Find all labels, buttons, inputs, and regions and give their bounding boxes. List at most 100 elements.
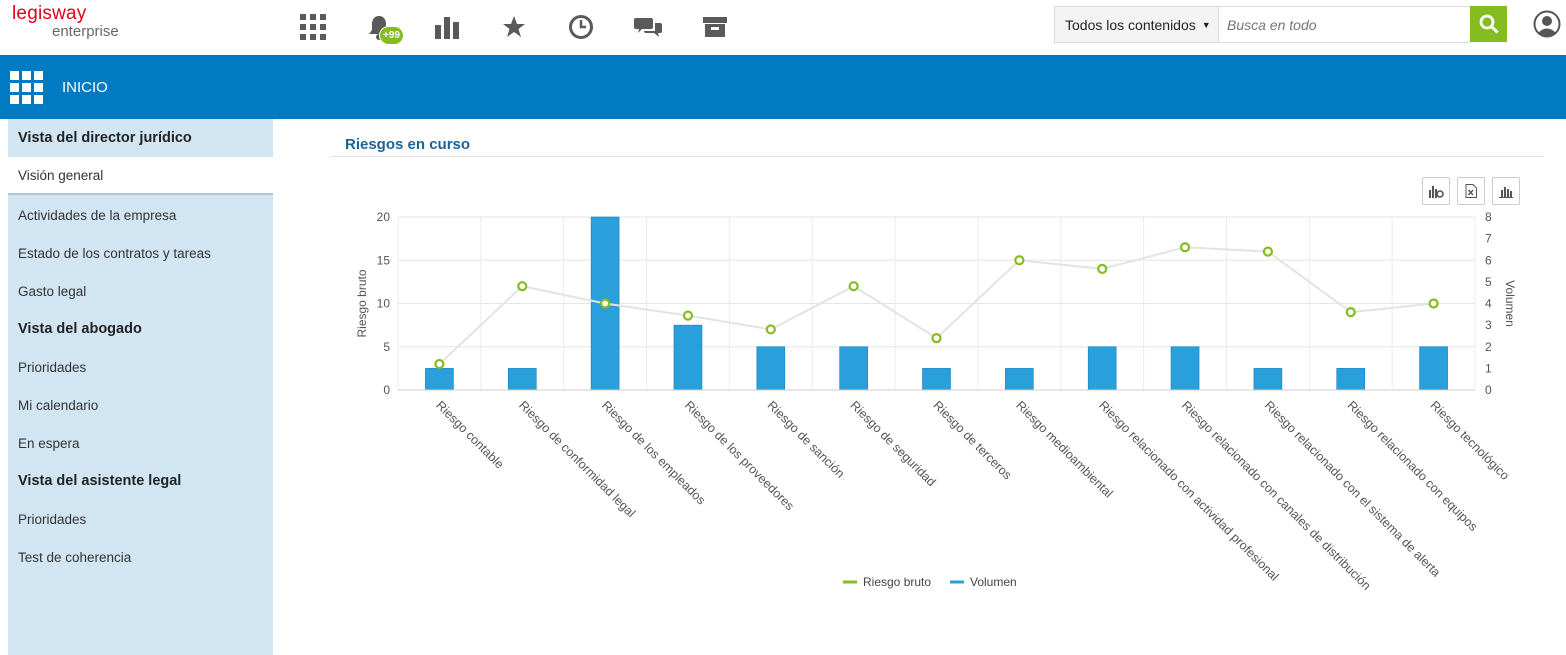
bar-volumen [425,368,454,391]
x-tick-label: Riesgo tecnológico [1427,398,1512,483]
chart-options-button[interactable] [1422,177,1450,205]
x-tick-label: Riesgo relacionado con actividad profesi… [1096,398,1281,583]
search-button[interactable] [1470,6,1507,42]
point-riesgo-bruto [1262,246,1273,257]
y2-tick-label: 1 [1485,361,1492,375]
logo[interactable]: legisway enterprise [12,4,119,40]
search-scope-label: Todos los contenidos [1065,16,1196,33]
y2-tick-label: 6 [1485,253,1492,267]
bar-volumen [1087,346,1117,391]
y-tick-label: 15 [377,253,391,267]
search-input[interactable] [1219,7,1470,42]
section-title: Riesgos en curso [345,136,471,153]
bar-volumen [1005,368,1034,391]
bar-volumen [1253,368,1283,391]
sidebar: Vista del director jurídico Visión gener… [8,119,273,655]
chat-icon[interactable] [631,10,665,44]
bar-volumen [590,216,620,391]
y2-tick-label: 7 [1485,232,1492,246]
sidebar-item-prioridades[interactable]: Prioridades [18,359,87,375]
bar-chart-icon [1499,186,1513,198]
bar-volumen [507,368,537,391]
x-tick-label: Riesgo de los empleados [599,398,708,507]
bar-volumen [922,368,951,391]
point-riesgo-bruto [1179,242,1191,253]
x-tick-label: Riesgo de los proveedores [682,398,797,513]
point-riesgo-bruto [1345,307,1356,318]
sidebar-item-calendario[interactable]: Mi calendario [18,397,99,413]
y2-tick-label: 0 [1485,383,1492,397]
point-riesgo-bruto [848,281,859,292]
x-tick-label: Riesgo medioambiental [1013,398,1115,500]
x-tick-label: Riesgo relacionado con canales de distri… [1179,398,1374,593]
x-tick-label: Riesgo relacionado con equipos [1345,398,1481,534]
x-tick-label: Riesgo de sanción [765,398,848,481]
bar-chart-icon[interactable] [430,10,464,44]
archive-icon[interactable] [698,10,732,44]
sidebar-item-test-coherencia[interactable]: Test de coherencia [18,549,132,565]
search-icon [1479,14,1499,34]
y2-tick-label: 2 [1485,340,1492,354]
excel-file-icon [1465,184,1477,198]
bar-volumen [839,346,868,391]
page-title: INICIO [62,79,108,96]
point-riesgo-bruto [765,324,776,335]
y-tick-label: 0 [383,383,390,397]
x-tick-label: Riesgo de seguridad [848,398,939,489]
star-icon[interactable] [497,10,531,44]
legend-label: Volumen [970,575,1017,589]
sidebar-item-vision-general[interactable]: Visión general [8,157,273,195]
clock-icon[interactable] [564,10,598,44]
sidebar-item-en-espera[interactable]: En espera [18,435,80,451]
y2-tick-label: 3 [1485,318,1492,332]
bar-volumen [756,346,786,391]
sidebar-heading-asistente: Vista del asistente legal [18,473,182,489]
sidebar-item-estado-contratos[interactable]: Estado de los contratos y tareas [18,245,211,261]
chart-settings-icon [1429,186,1444,198]
notification-badge: +99 [379,26,404,45]
apps-grid-icon[interactable] [10,71,43,109]
user-avatar-icon[interactable] [1533,10,1561,43]
point-riesgo-bruto [1097,263,1108,274]
sidebar-item-prioridades-asistente[interactable]: Prioridades [18,511,87,527]
point-riesgo-bruto [600,298,611,309]
x-tick-label: Riesgo de conformidad legal [516,398,638,520]
y2-axis-label: Volumen [1503,280,1517,327]
point-riesgo-bruto [517,281,528,292]
y-axis-label: Riesgo bruto [355,269,369,337]
top-bar: legisway enterprise +99 [0,0,1566,55]
y-tick-label: 20 [377,210,391,224]
point-riesgo-bruto [931,333,942,344]
x-tick-label: Riesgo de terceros [930,398,1014,482]
search-bar: Todos los contenidos ▼ [1054,6,1471,43]
line-riesgo-bruto [438,246,1434,365]
y-tick-label: 10 [377,297,391,311]
point-riesgo-bruto [434,358,445,370]
sidebar-item-actividades[interactable]: Actividades de la empresa [18,207,177,223]
bar-volumen [1419,346,1448,391]
bar-volumen [1170,346,1200,391]
section-divider [330,156,1544,157]
notifications-button[interactable]: +99 [362,10,404,45]
sidebar-item-gasto-legal[interactable]: Gasto legal [18,283,87,299]
logo-brand: legisway [12,3,87,24]
apps-grid-icon[interactable] [296,10,330,44]
y2-tick-label: 8 [1485,210,1492,224]
sidebar-heading-director: Vista del director jurídico [18,130,192,146]
y2-tick-label: 4 [1485,297,1492,311]
point-riesgo-bruto [1428,298,1439,309]
bar-volumen [673,324,703,391]
caret-down-icon: ▼ [1201,19,1211,30]
export-excel-button[interactable] [1457,177,1485,205]
bar-volumen [1336,368,1366,391]
page-header-band: INICIO [0,55,1566,119]
x-tick-label: Riesgo relacionado con el sistema de ale… [1262,398,1443,579]
chart-type-button[interactable] [1492,177,1520,205]
y-tick-label: 5 [383,340,390,354]
y2-tick-label: 5 [1485,275,1492,289]
legend-label: Riesgo bruto [863,575,931,589]
x-tick-label: Riesgo contable [433,398,506,471]
sidebar-heading-abogado: Vista del abogado [18,321,142,337]
logo-sub: enterprise [52,23,119,40]
search-scope-dropdown[interactable]: Todos los contenidos ▼ [1055,7,1219,42]
